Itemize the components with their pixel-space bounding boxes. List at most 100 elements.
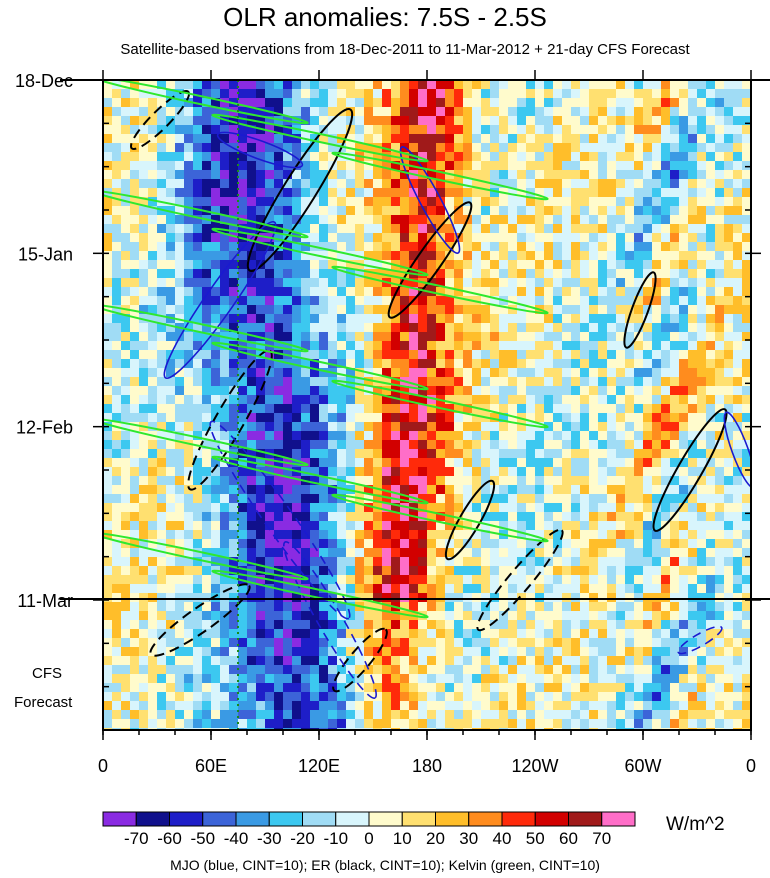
- heatmap-cell: [715, 242, 725, 252]
- heatmap-cell: [418, 206, 428, 216]
- heatmap-cell: [346, 674, 356, 684]
- heatmap-cell: [679, 386, 689, 396]
- heatmap-cell: [517, 422, 527, 432]
- heatmap-cell: [499, 80, 509, 90]
- heatmap-cell: [166, 512, 176, 522]
- heatmap-cell: [220, 170, 230, 180]
- heatmap-cell: [319, 350, 329, 360]
- heatmap-cell: [697, 611, 707, 621]
- heatmap-cell: [400, 224, 410, 234]
- heatmap-cell: [625, 98, 635, 108]
- heatmap-cell: [499, 269, 509, 279]
- heatmap-cell: [319, 512, 329, 522]
- heatmap-cell: [130, 242, 140, 252]
- heatmap-cell: [292, 80, 302, 90]
- heatmap-cell: [364, 602, 374, 612]
- heatmap-cell: [418, 575, 428, 585]
- heatmap-cell: [328, 548, 338, 558]
- heatmap-cell: [256, 602, 266, 612]
- heatmap-cell: [166, 386, 176, 396]
- heatmap-cell: [553, 566, 563, 576]
- heatmap-cell: [436, 89, 446, 99]
- heatmap-cell: [121, 323, 131, 333]
- heatmap-cell: [193, 674, 203, 684]
- heatmap-cell: [319, 179, 329, 189]
- heatmap-cell: [580, 233, 590, 243]
- heatmap-cell: [220, 359, 230, 369]
- heatmap-cell: [679, 665, 689, 675]
- heatmap-cell: [139, 188, 149, 198]
- heatmap-cell: [103, 323, 113, 333]
- heatmap-cell: [688, 215, 698, 225]
- heatmap-cell: [139, 548, 149, 558]
- heatmap-cell: [517, 503, 527, 513]
- heatmap-cell: [625, 467, 635, 477]
- heatmap-cell: [157, 260, 167, 270]
- heatmap-cell: [139, 485, 149, 495]
- heatmap-cell: [211, 260, 221, 270]
- heatmap-cell: [625, 314, 635, 324]
- heatmap-cell: [319, 701, 329, 711]
- heatmap-cell: [625, 674, 635, 684]
- heatmap-cell: [373, 386, 383, 396]
- heatmap-cell: [688, 152, 698, 162]
- heatmap-cell: [373, 152, 383, 162]
- heatmap-cell: [598, 323, 608, 333]
- heatmap-cell: [427, 359, 437, 369]
- heatmap-cell: [634, 170, 644, 180]
- heatmap-cell: [499, 413, 509, 423]
- heatmap-cell: [643, 575, 653, 585]
- heatmap-cell: [481, 143, 491, 153]
- heatmap-cell: [508, 629, 518, 639]
- heatmap-cell: [472, 647, 482, 657]
- heatmap-cell: [427, 683, 437, 693]
- heatmap-cell: [715, 503, 725, 513]
- heatmap-cell: [472, 116, 482, 126]
- heatmap-cell: [679, 494, 689, 504]
- heatmap-cell: [247, 413, 257, 423]
- heatmap-cell: [112, 647, 122, 657]
- heatmap-cell: [508, 107, 518, 117]
- heatmap-cell: [625, 548, 635, 558]
- heatmap-cell: [112, 377, 122, 387]
- heatmap-cell: [310, 575, 320, 585]
- heatmap-cell: [157, 269, 167, 279]
- heatmap-cell: [418, 188, 428, 198]
- heatmap-cell: [121, 431, 131, 441]
- heatmap-cell: [301, 566, 311, 576]
- heatmap-cell: [373, 575, 383, 585]
- heatmap-cell: [616, 467, 626, 477]
- heatmap-cell: [607, 593, 617, 603]
- heatmap-cell: [301, 89, 311, 99]
- heatmap-cell: [418, 656, 428, 666]
- heatmap-cell: [202, 620, 212, 630]
- heatmap-cell: [436, 566, 446, 576]
- heatmap-cell: [436, 485, 446, 495]
- heatmap-cell: [373, 215, 383, 225]
- heatmap-cell: [499, 161, 509, 171]
- heatmap-cell: [391, 503, 401, 513]
- heatmap-cell: [193, 206, 203, 216]
- heatmap-cell: [112, 242, 122, 252]
- heatmap-cell: [202, 395, 212, 405]
- heatmap-cell: [526, 422, 536, 432]
- heatmap-cell: [634, 188, 644, 198]
- heatmap-cell: [364, 656, 374, 666]
- heatmap-cell: [679, 656, 689, 666]
- heatmap-cell: [121, 269, 131, 279]
- heatmap-cell: [670, 440, 680, 450]
- heatmap-cell: [499, 377, 509, 387]
- heatmap-cell: [292, 485, 302, 495]
- heatmap-cell: [607, 89, 617, 99]
- heatmap-cell: [724, 305, 734, 315]
- heatmap-cell: [130, 314, 140, 324]
- heatmap-cell: [526, 107, 536, 117]
- heatmap-cell: [607, 440, 617, 450]
- heatmap-cell: [634, 251, 644, 261]
- heatmap-cell: [724, 98, 734, 108]
- heatmap-cell: [103, 611, 113, 621]
- heatmap-cell: [706, 350, 716, 360]
- heatmap-cell: [436, 287, 446, 297]
- heatmap-cell: [499, 125, 509, 135]
- heatmap-cell: [616, 251, 626, 261]
